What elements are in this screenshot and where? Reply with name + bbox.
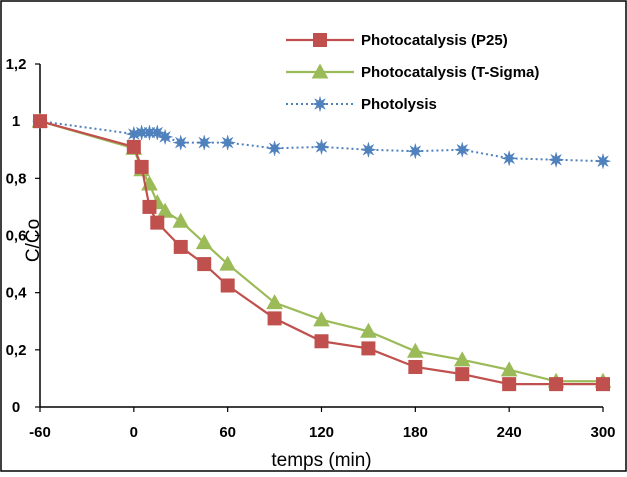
legend-label: Photocatalysis (T-Sigma) xyxy=(361,64,539,81)
data-point xyxy=(361,341,376,356)
data-point xyxy=(314,334,329,349)
data-point xyxy=(219,134,237,152)
y-tick-label: 0,8 xyxy=(6,170,27,187)
legend-marker xyxy=(311,95,329,113)
y-tick-label: 1,2 xyxy=(6,56,27,73)
data-point xyxy=(547,151,565,169)
data-point xyxy=(594,152,612,170)
data-point xyxy=(172,212,190,228)
data-point xyxy=(406,142,424,160)
data-point xyxy=(134,159,149,174)
data-point xyxy=(195,234,213,250)
legend-label: Photocatalysis (P25) xyxy=(361,32,508,49)
data-point xyxy=(195,134,213,152)
legend-item: Photolysis xyxy=(286,95,437,113)
data-point xyxy=(455,367,470,382)
x-tick-label: -60 xyxy=(29,424,51,441)
x-tick-label: 300 xyxy=(590,424,615,441)
y-tick-label: 0,4 xyxy=(6,285,28,302)
data-point xyxy=(266,294,283,310)
legend-marker xyxy=(313,33,327,47)
series-line xyxy=(39,120,603,386)
data-point xyxy=(156,128,174,146)
data-point xyxy=(142,199,157,214)
data-point xyxy=(150,215,165,230)
x-tick-label: 0 xyxy=(130,424,138,441)
data-point xyxy=(549,377,564,392)
x-tick-label: 120 xyxy=(309,424,334,441)
data-point xyxy=(220,278,235,293)
data-point xyxy=(156,202,174,218)
data-point xyxy=(267,311,282,326)
x-axis-label: temps (min) xyxy=(271,450,371,471)
series-layer xyxy=(31,112,612,392)
legend-label: Photolysis xyxy=(361,96,437,113)
data-point xyxy=(406,342,424,358)
data-point xyxy=(359,141,377,159)
data-point xyxy=(313,311,330,327)
legend-item: Photocatalysis (T-Sigma) xyxy=(286,63,539,81)
x-tick-label: 240 xyxy=(497,424,522,441)
legend-marker xyxy=(311,63,329,79)
x-tick-label: 60 xyxy=(219,424,236,441)
data-point xyxy=(172,134,190,152)
x-axis-ticks: -60 0 60 120 180 240 300 xyxy=(29,407,616,441)
x-tick-label: 180 xyxy=(403,424,428,441)
data-point xyxy=(313,138,330,156)
y-tick-label: 0,2 xyxy=(6,342,27,359)
data-point xyxy=(33,114,47,129)
data-point xyxy=(408,359,423,374)
data-point xyxy=(500,361,518,377)
y-axis-label: C/Co xyxy=(23,219,44,262)
y-tick-label: 0 xyxy=(12,399,20,416)
data-point xyxy=(360,322,377,338)
data-point xyxy=(453,351,471,367)
data-point xyxy=(266,139,284,157)
data-point xyxy=(126,139,141,154)
data-point xyxy=(219,255,237,271)
data-point xyxy=(173,239,188,254)
y-tick-label: 0,6 xyxy=(6,228,27,245)
series-0 xyxy=(33,114,610,392)
data-point xyxy=(502,377,517,392)
data-point xyxy=(500,149,518,167)
data-point xyxy=(596,377,610,392)
legend: Photocatalysis (P25) Photocatalysis (T-Si… xyxy=(286,32,539,113)
legend-item: Photocatalysis (P25) xyxy=(286,32,508,49)
data-point xyxy=(453,141,471,159)
y-tick-label: 1 xyxy=(12,113,20,130)
y-axis-ticks: 0 0,2 0,4 0,6 0,8 1 1,2 xyxy=(6,56,40,416)
data-point xyxy=(197,257,212,272)
